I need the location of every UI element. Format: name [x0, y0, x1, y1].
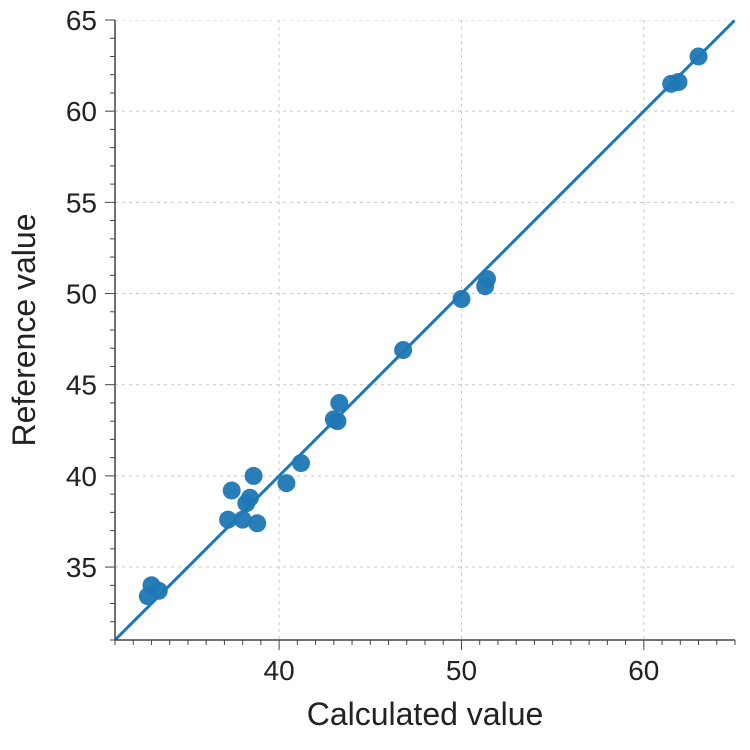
- y-tick-label: 40: [66, 461, 97, 492]
- y-tick-label: 45: [66, 370, 97, 401]
- y-tick-label: 65: [66, 5, 97, 36]
- data-point: [669, 73, 687, 91]
- y-tick-label: 35: [66, 552, 97, 583]
- data-point: [452, 290, 470, 308]
- data-point: [277, 474, 295, 492]
- y-tick-label: 55: [66, 187, 97, 218]
- data-point: [150, 582, 168, 600]
- x-tick-label: 50: [446, 655, 477, 686]
- scatter-chart: 40 50 60 35 40 45 50 55 60 65 Calculated value Refe…: [0, 0, 750, 750]
- y-tick-label: 50: [66, 279, 97, 310]
- data-point: [330, 394, 348, 412]
- data-point: [328, 412, 346, 430]
- data-point: [248, 514, 266, 532]
- chart-background: [0, 0, 750, 750]
- data-point: [478, 270, 496, 288]
- y-tick-label: 60: [66, 96, 97, 127]
- y-axis-label: Reference value: [6, 213, 42, 446]
- data-point: [690, 47, 708, 65]
- data-point: [241, 489, 259, 507]
- x-tick-label: 60: [628, 655, 659, 686]
- data-point: [292, 454, 310, 472]
- x-axis-label: Calculated value: [307, 696, 544, 732]
- data-point: [223, 481, 241, 499]
- x-tick-label: 40: [264, 655, 295, 686]
- data-point: [245, 467, 263, 485]
- data-point: [394, 341, 412, 359]
- chart-svg: 40 50 60 35 40 45 50 55 60 65 Calculated value Refe…: [0, 0, 750, 750]
